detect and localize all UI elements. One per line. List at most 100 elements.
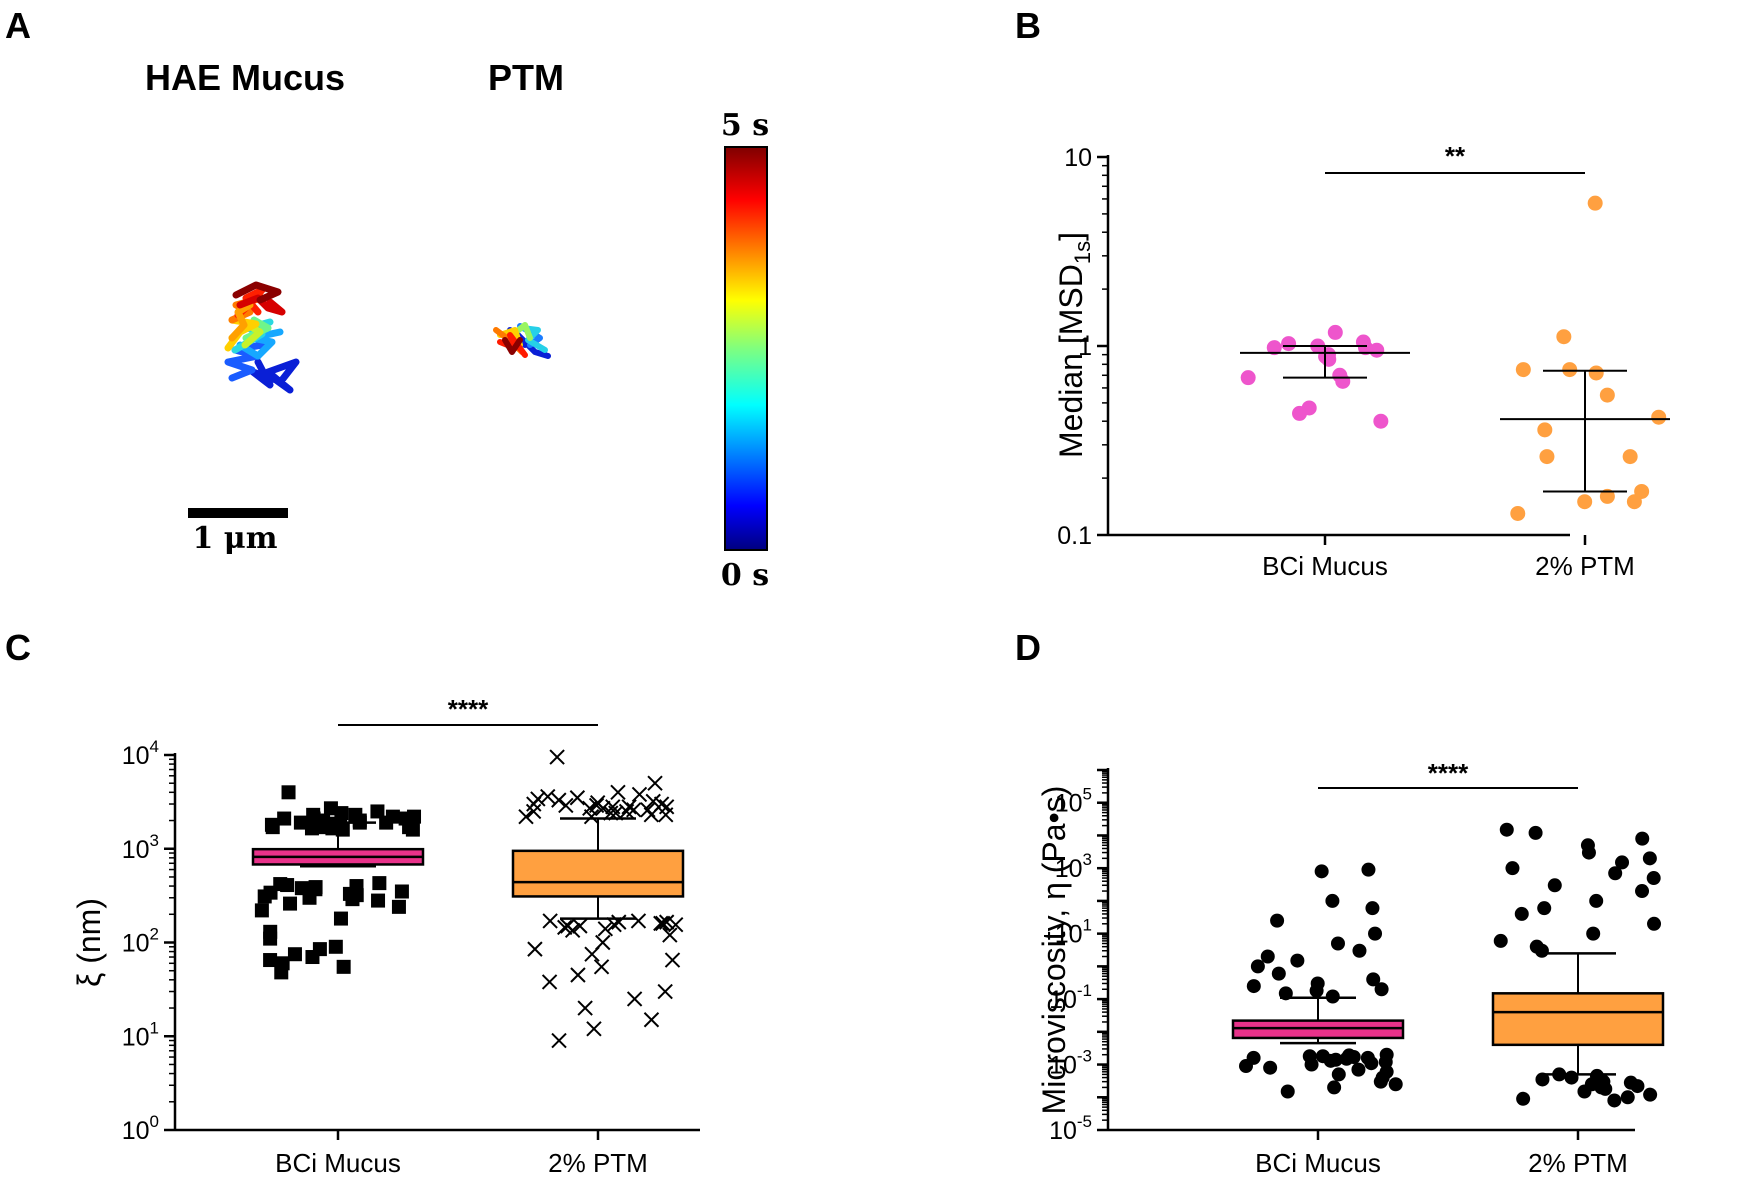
panel-d-letter: D [1015, 627, 1041, 668]
panel-c-outlier-point [277, 811, 292, 826]
panel-d-outlier-point [1364, 1056, 1379, 1071]
panel-c-category-label: BCi Mucus [275, 1148, 401, 1178]
panel-c-category-label: 2% PTM [548, 1148, 648, 1178]
panel-d-outlier-point [1327, 1080, 1342, 1095]
panel-c-y-tick-label: 101 [122, 1018, 159, 1051]
panel-d-outlier-point [1646, 871, 1661, 886]
panel-c-outlier-point [263, 953, 278, 968]
scale-bar-label: 1 μm [192, 521, 277, 556]
panel-d-outlier-point [1615, 855, 1630, 870]
panel-c-outlier-point [658, 807, 674, 823]
panel-d-y-tick-base: 10 [1049, 1117, 1077, 1145]
panel-d-outlier-point [1635, 884, 1650, 899]
panel-d-category-label: BCi Mucus [1255, 1148, 1381, 1178]
panel-d-outlier-point [1325, 893, 1340, 908]
panel-b-data-point [1599, 488, 1615, 504]
panel-d-outlier-point [1374, 982, 1389, 997]
panel-b: B Median [MSD1s] BCi Mucus 2% PTM 0.1 1 10 ** [1015, 5, 1670, 581]
panel-b-letter: B [1015, 5, 1041, 46]
panel-b-ylabel-end: ] [1053, 232, 1089, 241]
panel-c-outlier-point [584, 946, 600, 962]
panel-d-y-tick-label: 10-1 [1049, 981, 1092, 1014]
panel-c-series-1 [511, 749, 685, 1049]
panel-d-outlier-point [1309, 983, 1324, 998]
panel-d-outlier-point [1589, 893, 1604, 908]
panel-d-outlier-point [1493, 933, 1508, 948]
panel-d-outlier-point [1607, 1093, 1622, 1108]
panel-b-data-point [1622, 449, 1638, 465]
panel-b-data-point [1266, 340, 1282, 356]
panel-c-outlier-point [569, 790, 586, 806]
panel-d-y-tick-exp: -3 [1077, 1047, 1092, 1066]
panel-d-outlier-point [1630, 1079, 1645, 1094]
panel-c-outlier-point [657, 983, 673, 1000]
panel-d-outlier-point [1598, 1081, 1613, 1096]
panel-c-outlier-point [541, 974, 558, 990]
panel-d-outlier-point [1331, 1067, 1346, 1082]
panel-c-y-tick-label: 103 [122, 831, 159, 864]
panel-d-outlier-point [1271, 966, 1286, 981]
panel-c-outlier-point [643, 807, 660, 823]
panel-d-y-tick-exp: 1 [1083, 916, 1092, 935]
panel-d-outlier-point [1270, 913, 1285, 928]
panel-d-outlier-point [1586, 926, 1601, 941]
panel-c-outlier-point [283, 896, 298, 911]
panel-c-outlier-point [372, 876, 387, 891]
colorbar [724, 146, 768, 551]
panel-b-data-point [1357, 340, 1373, 356]
panel-c-outlier-point [265, 820, 280, 835]
panel-d-outlier-point [1577, 1084, 1592, 1099]
panel-c-outlier-point [664, 952, 681, 968]
panel-a-title-ptm: PTM [488, 57, 564, 98]
panel-d: D BCi Mucus 2% PTM10-510-310-1101103105Mi… [1015, 627, 1665, 1178]
panel-c-outlier-point [328, 939, 343, 954]
panel-c-y-tick-base: 10 [122, 1117, 150, 1145]
panel-c-series-0 [251, 785, 425, 980]
panel-b-series-1 [1500, 195, 1670, 521]
panel-b-data-point [1651, 409, 1667, 425]
panel-c-y-tick-base: 10 [122, 742, 150, 770]
panel-b-data-point [1556, 329, 1572, 345]
panel-c-outlier-point [654, 915, 671, 932]
panel-b-data-point [1240, 370, 1256, 386]
panel-c-outlier-point [570, 967, 586, 983]
panel-c-outlier-point [370, 804, 385, 819]
panel-b-data-point [1562, 362, 1578, 378]
panel-b-category-label: BCi Mucus [1262, 551, 1388, 581]
panel-c-outlier-point [668, 916, 684, 933]
panel-c-outlier-point [336, 959, 351, 974]
panel-c-letter: C [5, 627, 31, 668]
panel-a: A HAE Mucus PTM [5, 5, 769, 593]
panel-b-data-point [1626, 494, 1642, 510]
panel-d-outlier-point [1516, 1091, 1531, 1106]
panel-d-outlier-point [1352, 943, 1367, 958]
panel-d-outlier-point [1647, 916, 1662, 931]
panel-d-outlier-point [1535, 1072, 1550, 1087]
panel-d-y-tick-base: 10 [1055, 855, 1083, 883]
panel-b-data-point [1369, 342, 1385, 358]
panel-d-outlier-point [1351, 1062, 1366, 1077]
panel-b-ylabel-main: Median [MSD [1053, 264, 1089, 458]
panel-c-y-tick-label: 104 [122, 737, 159, 770]
panel-c-outlier-point [647, 775, 663, 791]
panel-d-outlier-point [1388, 1077, 1403, 1092]
panel-c-outlier-point [593, 959, 610, 975]
panel-d-y-tick-base: 10 [1049, 1052, 1077, 1080]
panel-d-outlier-point [1499, 822, 1514, 837]
panel-d-ylabel: Microviscosity, η (Pa•s) [1036, 786, 1072, 1115]
panel-b-data-point [1335, 373, 1351, 389]
panel-d-y-tick-label: 10-5 [1049, 1112, 1092, 1145]
panel-d-outlier-point [1505, 861, 1520, 876]
panel-b-ylabel: Median [MSD1s] [1053, 232, 1095, 458]
panel-d-category-label: 2% PTM [1528, 1148, 1628, 1178]
panel-c-outlier-point [281, 785, 296, 800]
panel-d-outlier-point [1534, 943, 1549, 958]
panel-d-outlier-point [1608, 866, 1623, 881]
panel-d-y-tick-exp: 3 [1083, 850, 1092, 869]
panel-c-outlier-point [274, 965, 289, 980]
panel-b-data-point [1292, 405, 1308, 421]
panel-b-data-point [1320, 347, 1336, 363]
panel-c-outlier-point [254, 903, 269, 918]
panel-c-outlier-point [626, 991, 643, 1007]
